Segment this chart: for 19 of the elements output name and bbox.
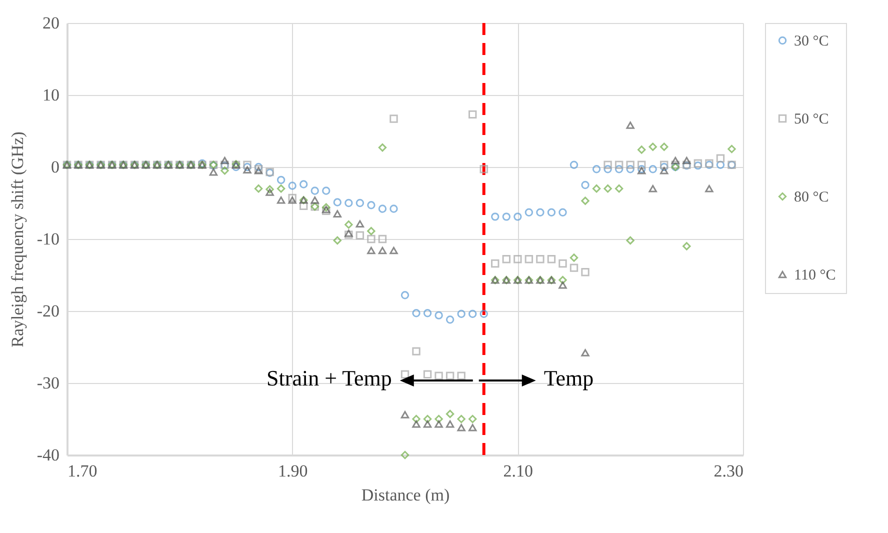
y-tick-label: 0 <box>51 158 60 176</box>
x-tick-label: 2.30 <box>714 462 744 480</box>
y-tick-label: 10 <box>42 86 60 104</box>
x-axis-title: Distance (m) <box>361 486 450 504</box>
annotation: Temp <box>544 366 594 391</box>
y-tick-label: 20 <box>42 14 60 32</box>
annotation: Strain + Temp <box>266 366 392 391</box>
legend-label: 30 °C <box>794 34 829 50</box>
y-tick-label: -30 <box>36 374 60 392</box>
y-axis-title: Rayleigh frequency shift (GHz) <box>8 132 27 348</box>
x-tick-label: 1.90 <box>278 462 308 480</box>
legend-label: 80 °C <box>794 190 829 206</box>
legend-label: 110 °C <box>794 268 836 284</box>
x-tick-label: 2.10 <box>503 462 534 480</box>
legend-label: 50 °C <box>794 112 829 128</box>
y-tick-label: -20 <box>36 302 60 320</box>
y-tick-label: -10 <box>36 230 60 248</box>
y-tick-label: -40 <box>36 446 60 464</box>
x-tick-label: 1.70 <box>68 462 98 480</box>
